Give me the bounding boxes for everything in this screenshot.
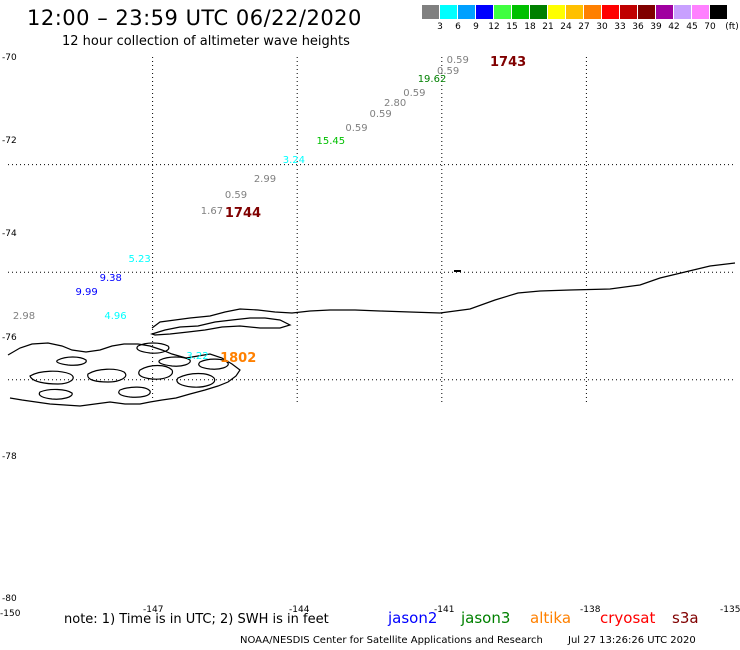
legend-swatch (422, 5, 440, 19)
latitude-label: -72 (2, 136, 17, 146)
wave-height-value: 0.59 (446, 55, 469, 67)
page-subtitle: 12 hour collection of altimeter wave hei… (62, 34, 350, 49)
legend-label: 36 (632, 22, 644, 32)
legend-label: 9 (473, 22, 479, 32)
pass-time-label: 1744 (224, 206, 262, 222)
legend-swatch (638, 5, 656, 19)
pass-time-label: 1802 (220, 351, 257, 367)
island-outline-10 (198, 358, 229, 370)
island-outline-9 (158, 356, 191, 367)
legend-unit: (ft) (725, 22, 739, 32)
pass-time-label: 1743 (490, 55, 527, 71)
wave-height-value: 3.24 (282, 154, 305, 166)
island-outline-6 (118, 386, 151, 398)
legend-swatch (476, 5, 494, 19)
wave-height-value: 5.23 (128, 254, 151, 266)
legend-label: 24 (560, 22, 572, 32)
generated-timestamp: Jul 27 13:26:26 UTC 2020 (568, 635, 696, 646)
satellite-label-altika: altika (530, 609, 572, 627)
wave-height-value: 0.59 (369, 109, 392, 121)
latitude-label: -74 (2, 229, 17, 239)
satellite-label-cryosat: cryosat (600, 609, 656, 627)
legend-label: 6 (455, 22, 461, 32)
legend-swatch (458, 5, 476, 19)
wave-height-value: 19.62 (417, 74, 447, 86)
wave-height-value: 9.38 (99, 273, 122, 285)
legend-label: 18 (524, 22, 536, 32)
wave-height-value: 4.96 (104, 310, 127, 322)
latitude-label: -78 (2, 452, 17, 462)
wave-height-value: 15.45 (316, 136, 346, 148)
legend-swatch (494, 5, 512, 19)
coastline (7, 262, 736, 407)
wave-height-value: 3.22 (186, 351, 209, 363)
latitude-label: -70 (2, 53, 17, 63)
legend-label: 27 (578, 22, 590, 32)
island-outline-5 (38, 388, 73, 400)
island-outline-3 (138, 364, 174, 380)
legend-swatch (692, 5, 710, 19)
legend-label: 33 (614, 22, 626, 32)
coastline-west (7, 342, 241, 407)
longitude-label: -147 (143, 605, 164, 615)
wave-height-value: 2.99 (253, 173, 277, 185)
legend-swatch (584, 5, 602, 19)
island-outline-8 (56, 356, 87, 366)
legend-swatch (512, 5, 530, 19)
footer-note: note: 1) Time is in UTC; 2) SWH is in fe… (64, 612, 329, 627)
wave-height-value: 0.59 (345, 122, 368, 134)
legend-label: 30 (596, 22, 608, 32)
satellite-label-jason3: jason3 (461, 609, 511, 627)
wave-height-value: 0.59 (224, 189, 248, 201)
legend-label: 42 (668, 22, 680, 32)
legend-label: 45 (686, 22, 698, 32)
wave-height-value: 2.80 (383, 98, 407, 110)
legend-label: 15 (506, 22, 518, 32)
credit-line: NOAA/NESDIS Center for Satellite Applica… (240, 635, 543, 646)
satellite-label-s3a: s3a (672, 609, 699, 627)
longitude-label: -144 (289, 605, 310, 615)
latitude-label: -80 (2, 594, 17, 604)
satellite-label-jason2: jason2 (388, 609, 438, 627)
legend-swatch (602, 5, 620, 19)
longitude-label: -150 (0, 609, 21, 619)
legend-swatch (548, 5, 566, 19)
wave-height-value: 0.59 (403, 87, 426, 99)
island-outline-1 (29, 370, 74, 385)
legend-swatch (656, 5, 674, 19)
legend-swatch (710, 5, 728, 19)
legend-swatch (566, 5, 584, 19)
page-title: 12:00 – 23:59 UTC 06/22/2020 (27, 6, 362, 30)
longitude-label: -138 (580, 605, 601, 615)
legend-label: 3 (437, 22, 443, 32)
longitude-label: -141 (434, 605, 455, 615)
latitude-label: -76 (2, 333, 17, 343)
longitude-label: -135 (720, 605, 740, 615)
ice-island-outline (150, 317, 292, 336)
legend-swatch (620, 5, 638, 19)
legend-label: 21 (542, 22, 554, 32)
island-outline-2 (87, 368, 127, 383)
ice-shelf-edge (151, 262, 736, 329)
wave-height-value: 0.59 (436, 66, 460, 78)
wave-height-value: 9.99 (75, 286, 98, 298)
island-outline-7 (136, 342, 170, 354)
legend-label: 39 (650, 22, 662, 32)
legend-label: 12 (488, 22, 500, 32)
wave-height-value: 2.98 (12, 310, 36, 322)
island-outline-4 (176, 372, 216, 388)
legend-swatch (440, 5, 458, 19)
legend-label: 70 (704, 22, 716, 32)
legend-swatch (674, 5, 692, 19)
wave-height-value: 1.67 (200, 206, 224, 218)
legend-swatch (530, 5, 548, 19)
